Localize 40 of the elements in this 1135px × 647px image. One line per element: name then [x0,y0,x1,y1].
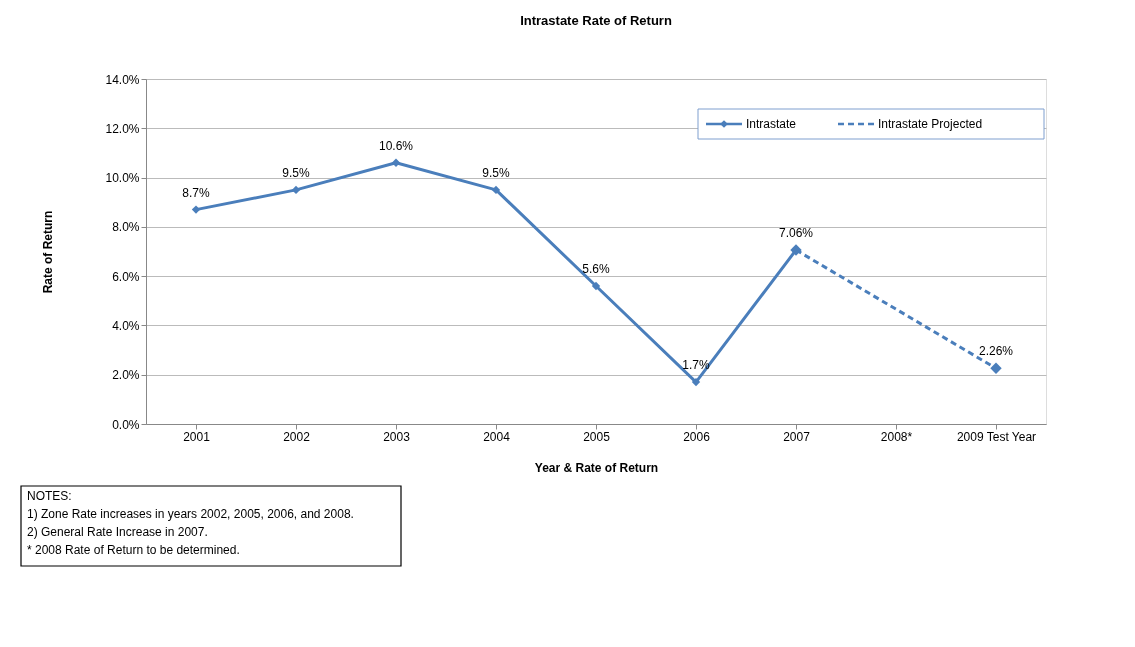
x-tick-label: 2008* [880,429,913,444]
point [391,158,401,167]
y-tick-label: 8.0% [112,220,140,235]
y-tick-label: 14.0% [105,72,140,87]
x-tick-label: 2001 [183,429,211,444]
text: 1) Zone Rate increases in years 2002, 2005, 2006, and 2008. [27,507,354,521]
y-tick-label: 6.0% [112,269,140,284]
point [491,185,501,195]
data-label: 8.7% [182,185,210,200]
text: NOTES: [27,489,72,503]
data-label: 10.6% [378,138,414,153]
y-tick-label: 0.0% [112,417,140,432]
point [291,185,301,195]
x-tick-label: 2005 [583,429,611,444]
point [591,281,601,291]
data-label: 9.5% [282,165,310,180]
x-tick-label: 2002 [283,429,311,444]
data-label: 9.5% [482,165,510,180]
y-tick-label: 10.0% [105,171,140,186]
x-tick-label: 2004 [483,429,511,444]
y-tick-label: 2.0% [112,368,140,383]
point [191,205,201,214]
x-tick-label: 2009 Test Year [956,429,1037,444]
x-axis-title: Year & Rate of Return [534,460,659,475]
text: 2) General Rate Increase in 2007. [27,525,208,539]
y-axis-title: Rate of Return [41,210,56,294]
data-label: 5.6% [582,262,610,276]
chart-title: Intrastate Rate of Return [520,13,672,28]
point [691,377,701,387]
data-label: 7.06% [778,226,814,241]
x-tick-label: 2006 [683,429,711,444]
y-tick-label: 4.0% [112,318,140,333]
x-tick-label: 2003 [383,429,411,444]
point [990,362,1002,375]
legend-label: Intrastate Projected [878,117,983,131]
y-tick-label: 12.0% [105,121,140,136]
legend-label: Intrastate [746,117,797,131]
text: * 2008 Rate of Return to be determined. [27,543,240,557]
data-label: 2.26% [978,344,1014,359]
x-tick-label: 2007 [783,429,811,444]
